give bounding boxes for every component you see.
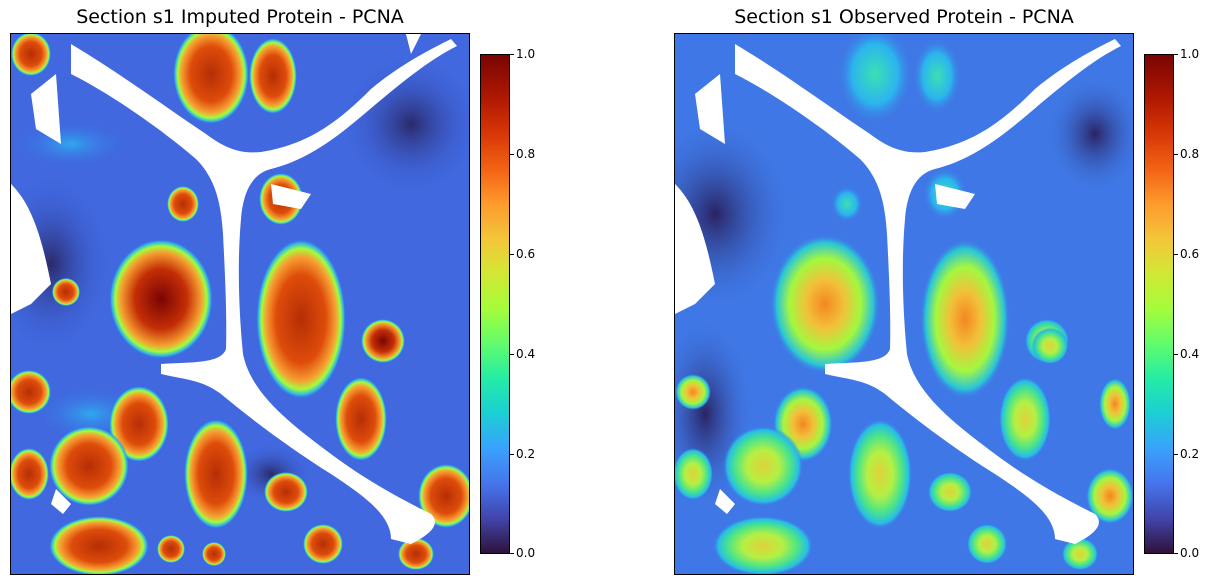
observed-colorbar-tick-0.0: 0.0 xyxy=(1180,546,1200,560)
observed-colorbar-tick-0.4: 0.4 xyxy=(1180,347,1200,361)
imputed-colorbar-tick-1.0: 1.0 xyxy=(516,47,536,61)
observed-title: Section s1 Observed Protein - PCNA xyxy=(734,6,1074,28)
observed-heatmap-svg xyxy=(675,34,1133,574)
imputed-colorbar xyxy=(480,54,510,554)
observed-colorbar-tick-0.8: 0.8 xyxy=(1180,147,1200,161)
observed-colorbar-tick-0.6: 0.6 xyxy=(1180,247,1200,261)
observed-colorbar-tick-0.2: 0.2 xyxy=(1180,447,1200,461)
observed-colorbar xyxy=(1144,54,1174,554)
imputed-colorbar-tick-0.2: 0.2 xyxy=(516,447,536,461)
imputed-colorbar-tick-0.4: 0.4 xyxy=(516,347,536,361)
imputed-title: Section s1 Imputed Protein - PCNA xyxy=(76,6,404,28)
imputed-heatmap xyxy=(10,33,470,575)
observed-heatmap xyxy=(674,33,1134,575)
observed-colorbar-tick-1.0: 1.0 xyxy=(1180,47,1200,61)
imputed-colorbar-tick-0.8: 0.8 xyxy=(516,147,536,161)
imputed-heatmap-svg xyxy=(11,34,469,574)
imputed-colorbar-tick-0.0: 0.0 xyxy=(516,546,536,560)
imputed-colorbar-tick-0.6: 0.6 xyxy=(516,247,536,261)
